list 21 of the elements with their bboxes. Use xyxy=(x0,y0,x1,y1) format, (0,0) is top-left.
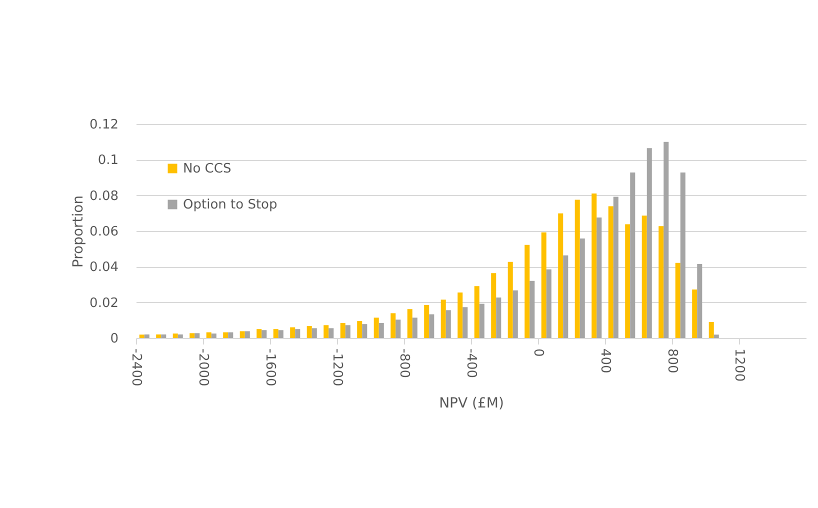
x-tick-label: 0 xyxy=(530,348,546,357)
y-tick-label: 0.04 xyxy=(90,260,118,276)
legend-label: No CCS xyxy=(183,162,232,176)
y-tick-label: 0.12 xyxy=(90,118,118,132)
legend-label: Option to Stop xyxy=(183,198,278,212)
x-tick-label: -400 xyxy=(464,348,478,378)
y-tick-label: 0.08 xyxy=(90,188,118,204)
y-tick-label: 0.1 xyxy=(98,153,118,168)
x-tick-label: 800 xyxy=(664,348,680,374)
y-tick-label: 0.02 xyxy=(90,296,118,311)
x-tick-label: -1200 xyxy=(330,348,344,386)
y-axis-title: Proportion xyxy=(70,195,87,268)
x-tick-label: 1200 xyxy=(732,348,746,382)
x-tick-label: -800 xyxy=(396,348,412,378)
y-tick-label: 0 xyxy=(110,332,118,346)
x-tick-label: -1600 xyxy=(262,348,278,386)
x-tick-label: -2400 xyxy=(128,348,144,386)
y-tick-label: 0.06 xyxy=(90,224,118,240)
x-axis-title: NPV (£M) xyxy=(439,395,504,412)
x-tick-label: -2000 xyxy=(196,348,210,386)
x-tick-label: 400 xyxy=(598,348,612,374)
